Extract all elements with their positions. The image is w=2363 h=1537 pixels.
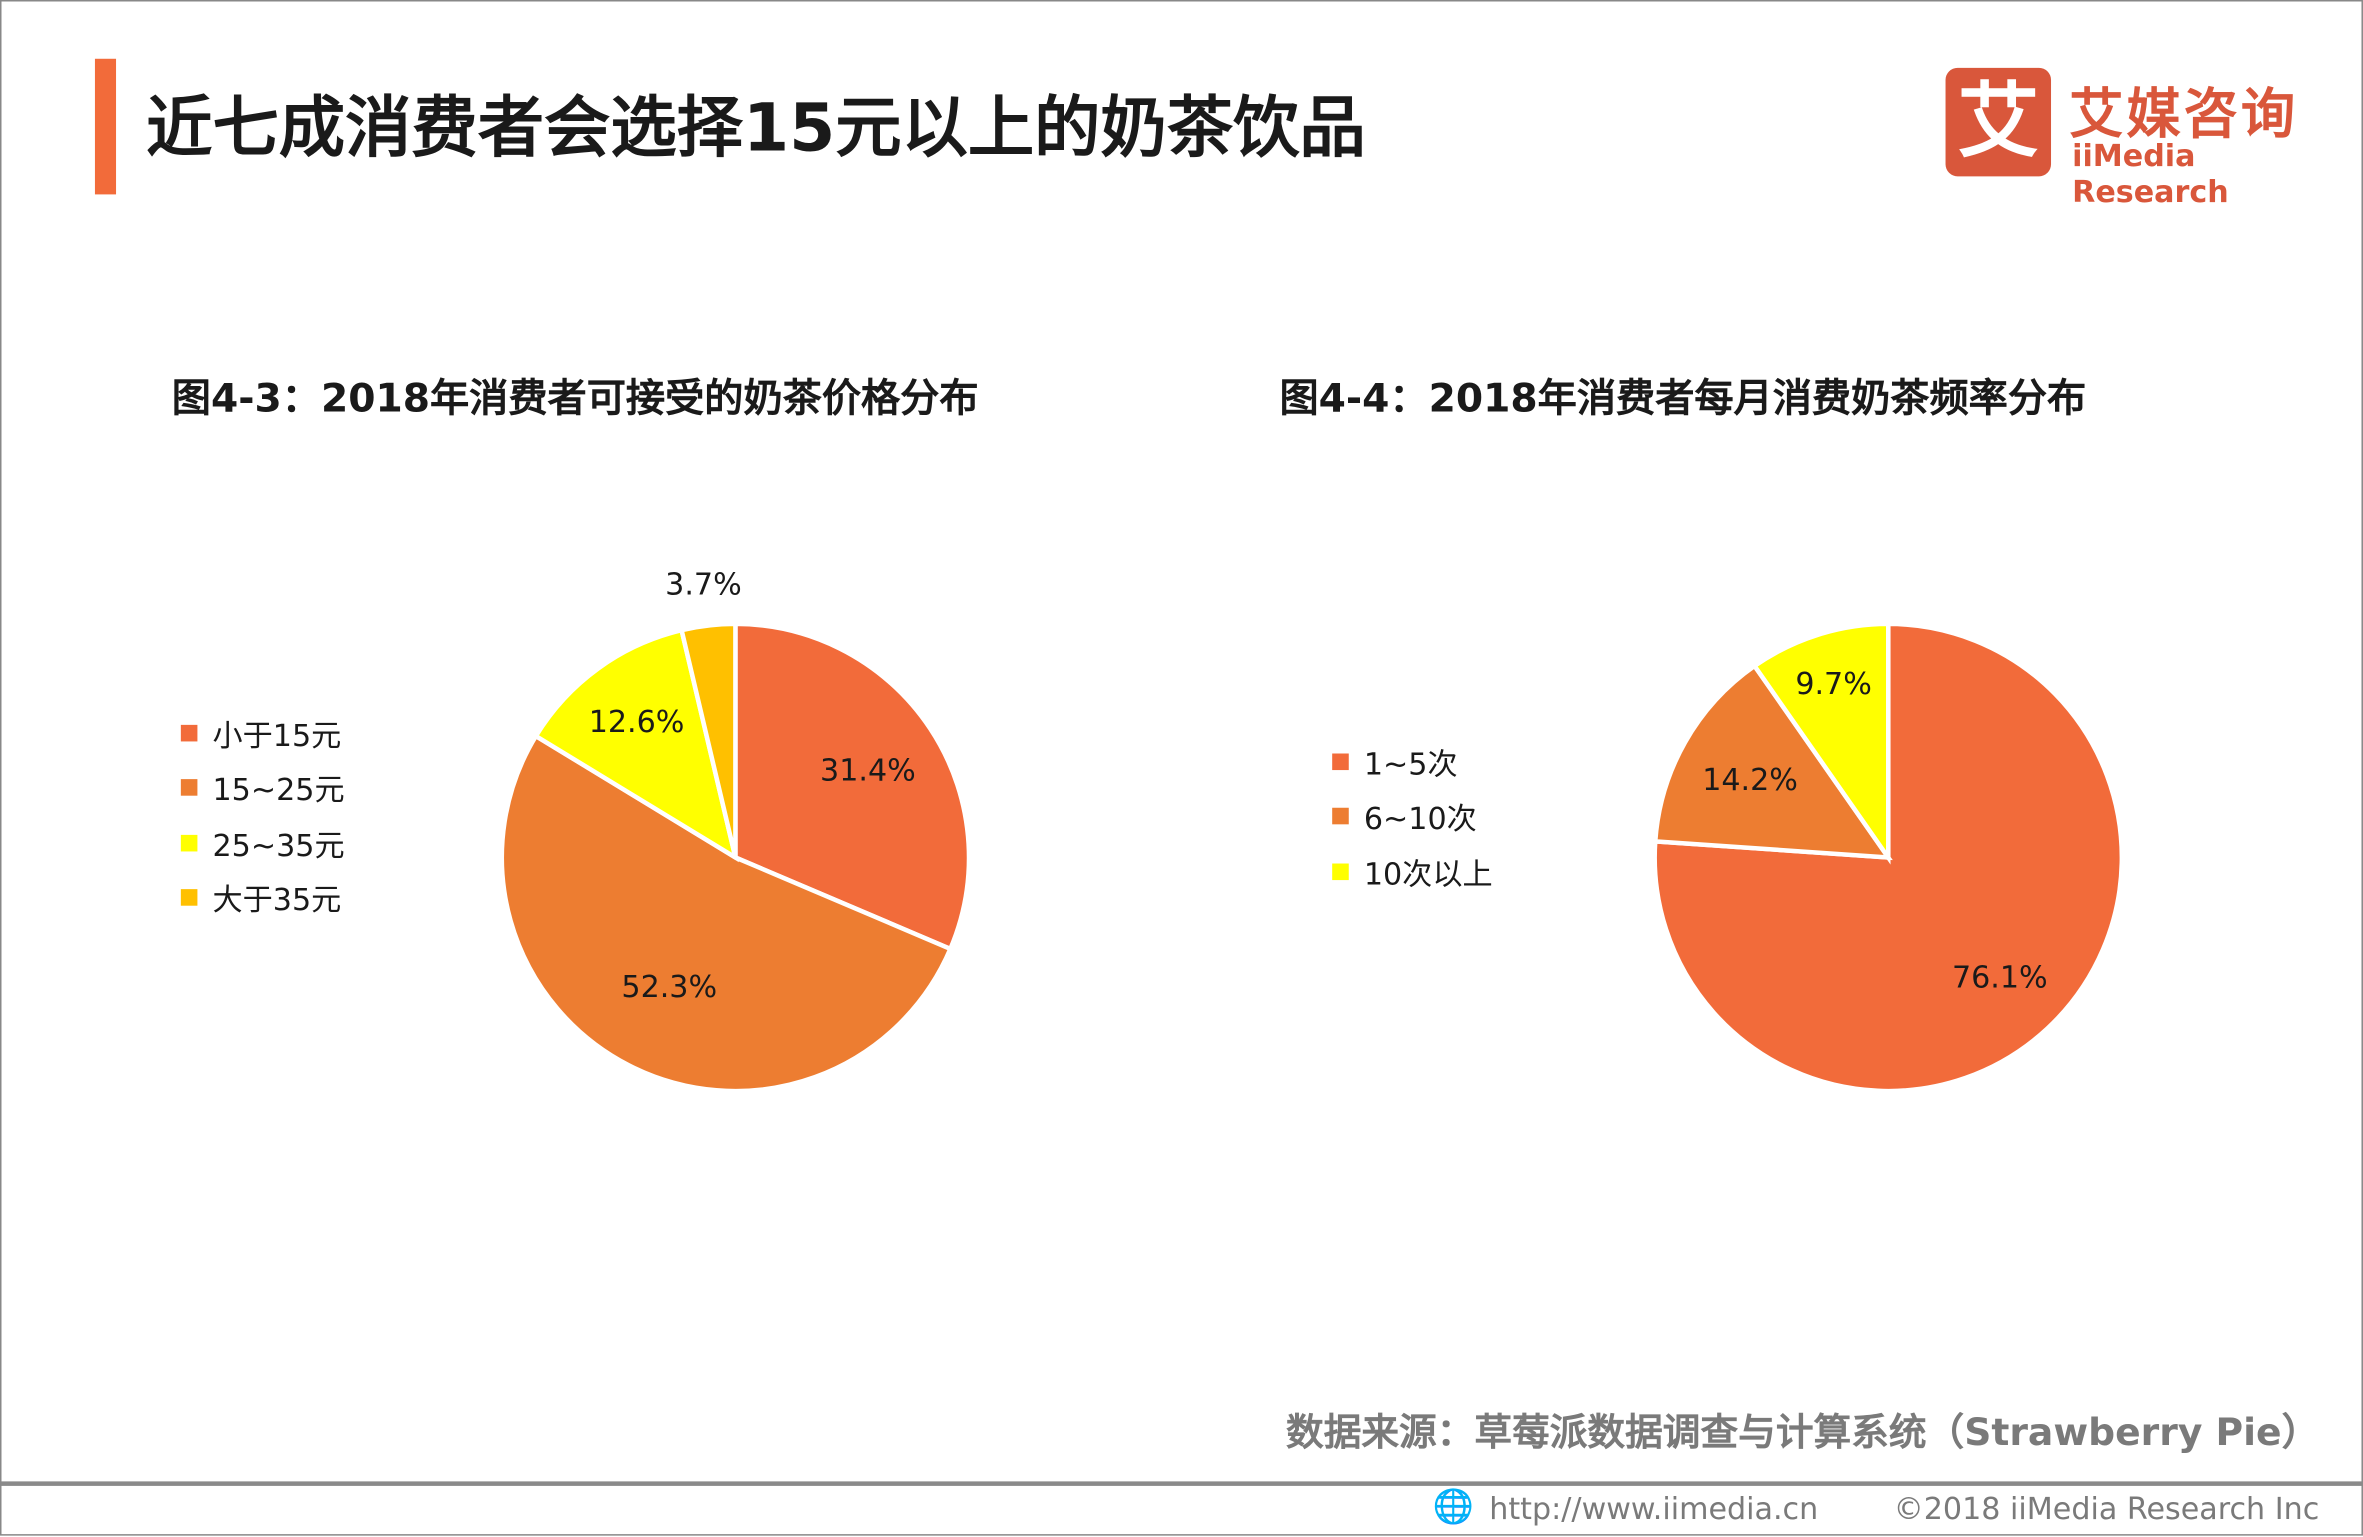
legend-label: 1~5次 <box>1363 745 1458 782</box>
chart2-legend: 1~5次 6~10次 10次以上 <box>1332 734 1493 899</box>
chart2-slice-2 <box>1751 621 1891 865</box>
page-title: 近七成消费者会选择15元以上的奶茶饮品 <box>146 90 1366 168</box>
chart2-title: 图4-4：2018年消费者每月消费奶茶频率分布 <box>1279 376 2087 422</box>
chart1-slice-2 <box>532 627 739 863</box>
chart2-slice-1 <box>1652 662 1893 861</box>
legend-item: 15~25元 <box>180 760 345 815</box>
chart2-label-1: 14.2% <box>1702 763 1798 798</box>
legend-item: 25~35元 <box>180 815 345 870</box>
legend-swatch <box>1332 863 1349 880</box>
legend-label: 大于35元 <box>212 881 342 919</box>
copyright: ©2018 iiMedia Research Inc <box>1893 1489 2320 1526</box>
legend-item: 10次以上 <box>1332 844 1493 899</box>
chart1-label-3: 3.7% <box>665 567 742 602</box>
legend-swatch <box>1332 753 1349 770</box>
legend-label: 小于15元 <box>212 716 342 754</box>
footer: 🌐 http://www.iimedia.cn ©2018 iiMedia Re… <box>1433 1489 2319 1527</box>
chart1-label-0: 31.4% <box>820 753 916 788</box>
chart1-slice-0 <box>733 621 972 952</box>
chart1-slice-1 <box>499 732 954 1094</box>
legend-label: 6~10次 <box>1363 800 1477 837</box>
legend-item: 6~10次 <box>1332 789 1492 844</box>
chart1-legend: 小于15元 15~25元 25~35元 大于35元 <box>180 705 345 925</box>
data-source: 数据来源：草莓派数据调查与计算系统（Strawberry Pie） <box>1286 1410 2320 1455</box>
legend-swatch <box>180 889 198 907</box>
chart1-slice-3 <box>678 621 738 859</box>
footer-divider <box>1 1481 2363 1486</box>
legend-swatch <box>180 724 198 742</box>
legend-label: 15~25元 <box>212 771 345 809</box>
legend-label: 25~35元 <box>212 826 345 864</box>
legend-swatch <box>180 779 198 797</box>
chart1-label-1: 52.3% <box>621 970 717 1005</box>
legend-label: 10次以上 <box>1363 855 1493 892</box>
legend-item: 小于15元 <box>180 705 345 760</box>
chart1-label-2: 12.6% <box>589 705 685 740</box>
chart2-label-0: 76.1% <box>1952 961 2048 996</box>
globe-icon: 🌐 <box>1432 1488 1475 1527</box>
legend-item: 1~5次 <box>1332 734 1492 789</box>
legend-swatch <box>1332 808 1349 825</box>
logo-cn: 艾媒咨询 <box>2069 84 2299 147</box>
title-accent-bar <box>94 58 117 195</box>
chart1-title: 图4-3：2018年消费者可接受的奶茶价格分布 <box>171 376 979 422</box>
legend-item: 大于35元 <box>180 870 345 925</box>
website-link[interactable]: http://www.iimedia.cn <box>1489 1489 1819 1526</box>
legend-swatch <box>180 834 198 852</box>
logo-mark: 艾 <box>1945 67 2052 177</box>
chart2-label-2: 9.7% <box>1795 667 1872 702</box>
logo-en: iiMedia Research <box>2072 137 2229 210</box>
